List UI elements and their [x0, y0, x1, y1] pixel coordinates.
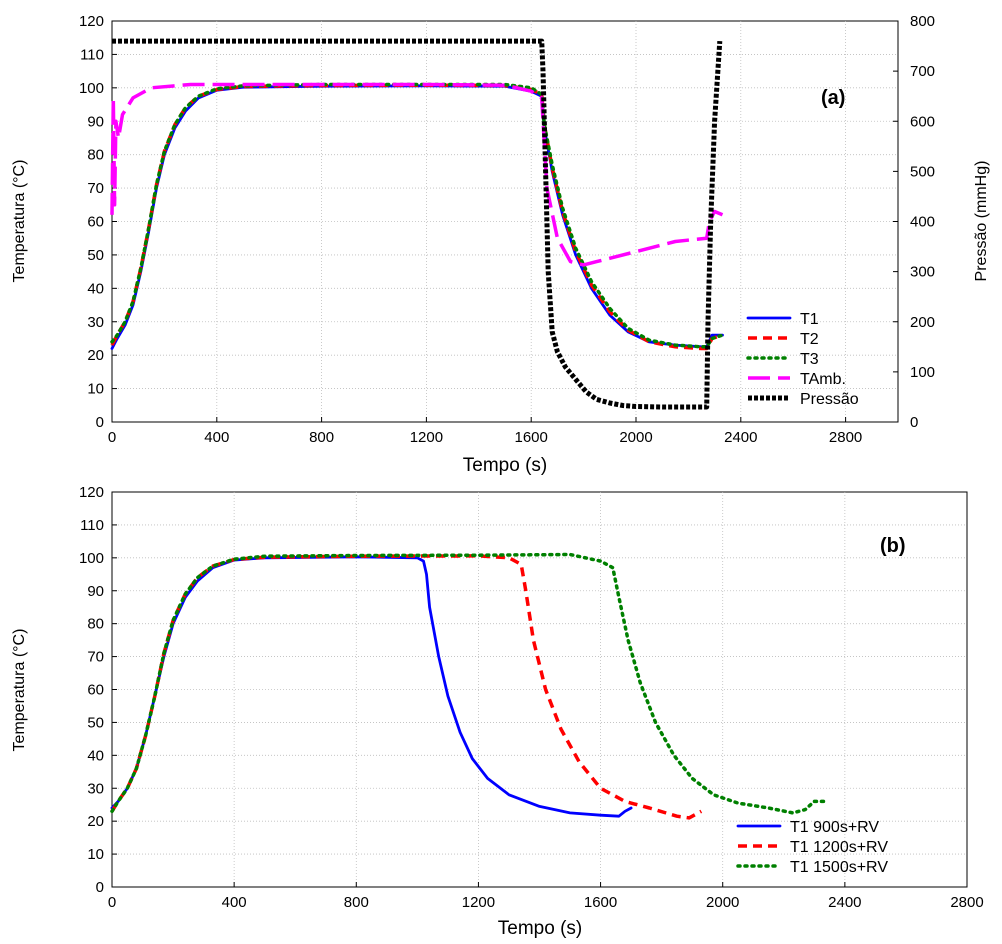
y-tick-label: 40	[87, 747, 104, 764]
y-tick-label: 70	[87, 649, 104, 666]
y-tick-label: 80	[87, 147, 104, 164]
x-tick-label: 2800	[950, 894, 983, 911]
legend-label: T1 1500s+RV	[790, 859, 888, 876]
y-tick-label: 90	[87, 113, 104, 130]
y-tick-label: 10	[87, 846, 104, 863]
x-tick-label: 1600	[515, 429, 548, 446]
x-tick-label: 800	[309, 429, 334, 446]
x-tick-label: 2000	[706, 894, 739, 911]
y2-tick-label: 700	[910, 63, 935, 80]
y2-tick-label: 600	[910, 113, 935, 130]
legend-label: T1 900s+RV	[790, 819, 879, 836]
legend-label: T1 1200s+RV	[790, 839, 888, 856]
x-tick-label: 0	[108, 894, 116, 911]
panel-label-b: (b)	[880, 535, 906, 557]
series-line-t1-1500s-rv	[110, 552, 826, 815]
x-tick-label: 400	[204, 429, 229, 446]
x-tick-label: 1200	[462, 894, 495, 911]
y-tick-label: 50	[87, 714, 104, 731]
y-tick-label: 60	[87, 214, 104, 231]
y2-tick-label: 100	[910, 364, 935, 381]
x-tick-label: 400	[222, 894, 247, 911]
x-tick-label: 2000	[619, 429, 652, 446]
y2-tick-label: 400	[910, 214, 935, 231]
y-tick-label: 40	[87, 280, 104, 297]
legend-a: T1 T2 T3 TAmb. Pressão	[746, 311, 859, 408]
y-tick-label: 30	[87, 314, 104, 331]
legend-label: T2	[800, 331, 819, 348]
series-line-t3	[110, 82, 725, 349]
y2-tick-label: 200	[910, 314, 935, 331]
x-tick-label: 2400	[828, 894, 861, 911]
x-tick-label: 800	[344, 894, 369, 911]
legend-label: T1	[800, 311, 819, 328]
x-axis-label-a: Tempo (s)	[463, 455, 547, 476]
ticks-a: 0 400 800 1200 1600 2000 2400 28000102030405060…	[79, 13, 935, 446]
y2-tick-label: 300	[910, 264, 935, 281]
y2-tick-label: 500	[910, 163, 935, 180]
legend-label: T3	[800, 351, 819, 368]
series-line-tamb	[110, 82, 724, 267]
y2-axis-label-a: Pressão (mmHg)	[973, 161, 990, 282]
series-a	[110, 38, 725, 410]
chart-b: 0 400 800 1200 1600 2000 2400 2800 0 10 20 30 40 50 60…	[11, 484, 984, 939]
x-tick-label: 0	[108, 429, 116, 446]
y-tick-label: 90	[87, 583, 104, 600]
panel-label-a: (a)	[821, 87, 845, 109]
y-tick-label: 10	[87, 381, 104, 398]
y-tick-label: 20	[87, 347, 104, 364]
y-tick-label: 30	[87, 780, 104, 797]
y-tick-label: 20	[87, 813, 104, 830]
y2-tick-label: 0	[910, 414, 918, 431]
x-tick-label: 1200	[410, 429, 443, 446]
y-tick-label: 50	[87, 247, 104, 264]
x-tick-label: 1600	[584, 894, 617, 911]
x-tick-label: 2800	[829, 429, 862, 446]
y-tick-label: 100	[79, 80, 104, 97]
y-axis-label-a: Temperatura (°C)	[11, 160, 28, 283]
y-tick-label: 80	[87, 616, 104, 633]
y-tick-label: 120	[79, 484, 104, 501]
y2-tick-label: 800	[910, 13, 935, 30]
y-tick-label: 100	[79, 550, 104, 567]
y-axis-label-b: Temperatura (°C)	[11, 629, 28, 752]
chart-a: 0 400 800 1200 1600 2000 2400 28000102030405060…	[11, 13, 990, 476]
legend-b: T1 900s+RV T1 1200s+RV T1 1500s+RV	[736, 819, 888, 876]
y-tick-label: 0	[96, 414, 104, 431]
y-tick-label: 0	[96, 879, 104, 896]
y-tick-label: 120	[79, 13, 104, 30]
y-tick-label: 60	[87, 682, 104, 699]
y-tick-label: 70	[87, 180, 104, 197]
legend-label: TAmb.	[800, 371, 846, 388]
x-tick-label: 2400	[724, 429, 757, 446]
x-axis-label-b: Tempo (s)	[498, 918, 582, 939]
series-b	[110, 552, 826, 820]
ticks-b: 0 400 800 1200 1600 2000 2400 2800 0 10 20 30 40 50 60…	[79, 484, 984, 911]
y-tick-label: 110	[80, 46, 104, 63]
legend-label: Pressão	[800, 391, 859, 408]
y-tick-label: 110	[80, 517, 104, 534]
series-line-press-o	[112, 38, 723, 410]
